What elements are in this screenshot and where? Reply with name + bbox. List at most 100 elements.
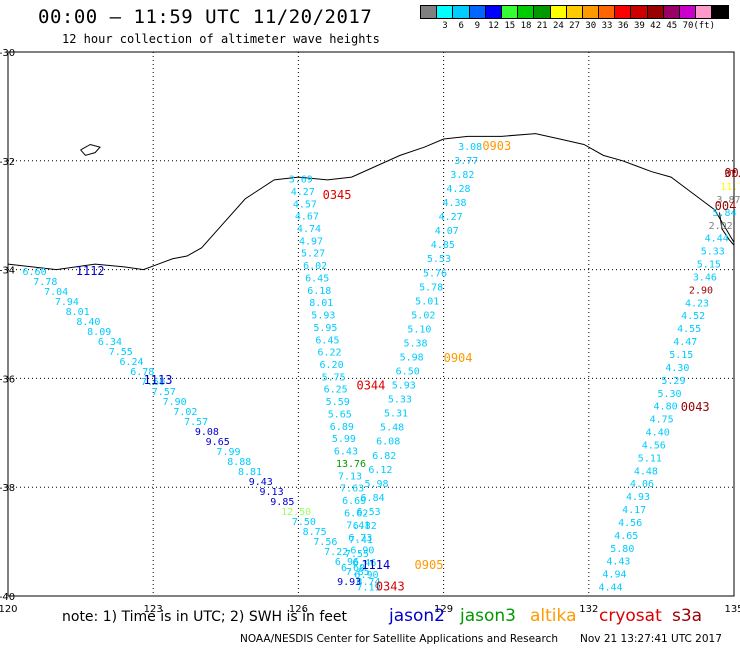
wave-height-point: 6.89 — [330, 422, 354, 433]
plot-frame — [7, 51, 735, 597]
wave-height-point: 6.45 — [305, 273, 329, 284]
wave-height-point: 6.18 — [307, 286, 331, 297]
wave-height-point: 3.46 — [693, 272, 717, 283]
wave-height-point: 6.96 — [335, 557, 359, 568]
wave-height-point: 7.78 — [33, 277, 57, 288]
wave-height-point: 4.44 — [705, 234, 729, 245]
wave-height-point: 5.93 — [392, 381, 416, 392]
scale-tick-label: 36 — [617, 21, 629, 31]
scale-tick-label: 9 — [474, 21, 481, 31]
wave-height-point: 4.52 — [681, 311, 705, 322]
wave-height-point: 5.31 — [384, 409, 408, 420]
wave-height-point: 9.08 — [195, 427, 219, 438]
wave-height-point: 11.78 — [720, 182, 740, 193]
pass-time-label: 0903 — [482, 139, 511, 153]
scale-tick-label: 45 — [666, 21, 678, 31]
wave-height-point: 6.73 — [348, 533, 372, 544]
legend-jason2: jason2 — [389, 606, 445, 626]
wave-height-point: 6.24 — [119, 357, 143, 368]
chart-subtitle: 12 hour collection of altimeter wave hei… — [62, 32, 380, 46]
wave-height-point: 5.84 — [713, 208, 737, 219]
wave-height-point: 4.17 — [622, 505, 646, 516]
footer-timestamp: Nov 21 13:27:41 UTC 2017 — [580, 633, 722, 645]
wave-height-point: 7.41 — [346, 521, 370, 532]
scale-tick-label: 24 — [552, 21, 564, 31]
wave-height-point: 4.30 — [665, 363, 689, 374]
color-scale: 3 6 9 12 15 18 21 24 27 30 33 36 39 42 45 70 (ft) — [420, 5, 729, 33]
wave-height-point: 5.48 — [380, 423, 404, 434]
wave-height-point: 8.01 — [66, 307, 90, 318]
wave-height-point: 6.78 — [130, 367, 154, 378]
wave-height-point: 4.85 — [431, 240, 455, 251]
wave-height-point: 4.94 — [602, 570, 626, 581]
wave-height-point: 3.08 — [458, 142, 482, 153]
wave-height-point: 7.22 — [324, 547, 348, 558]
color-scale-swatches — [420, 5, 729, 19]
wave-height-point: 6.60 — [341, 563, 365, 574]
pass-time-label: 0343 — [376, 580, 405, 594]
wave-height-point: 13.76 — [336, 459, 366, 470]
scale-tick-label: 21 — [536, 21, 548, 31]
wave-height-point: 8.74 — [356, 577, 380, 588]
wave-height-point: 7.57 — [152, 387, 176, 398]
pass-time-label: 0345 — [323, 188, 352, 202]
wave-height-point: 4.80 — [654, 402, 678, 413]
wave-height-point: 6.60 — [23, 267, 47, 278]
color-scale-ticks: 3 6 9 12 15 18 21 24 27 30 33 36 39 42 45 70 (ft) — [421, 21, 729, 33]
pass-time-label: 1112 — [76, 264, 105, 278]
wave-height-point: 7.50 — [292, 517, 316, 528]
wave-height-point: 9.65 — [206, 437, 230, 448]
wave-height-point: 7.55 — [345, 549, 369, 560]
wave-height-point: 5.29 — [661, 376, 685, 387]
scale-tick-label: 30 — [585, 21, 597, 31]
wave-height-point: 4.56 — [618, 518, 642, 529]
wave-height-point: 7.94 — [55, 297, 79, 308]
coastline — [7, 133, 735, 271]
wave-height-point: 6.02 — [303, 261, 327, 272]
wave-height-point: 6.82 — [372, 451, 396, 462]
wave-height-point: 37.70 — [724, 169, 740, 180]
wave-height-point: 6.43 — [334, 447, 358, 458]
wave-height-point: 5.65 — [328, 409, 352, 420]
x-tick-label: 132 — [579, 604, 598, 615]
legend-altika: altika — [530, 606, 577, 626]
wave-height-point: 6.12 — [368, 465, 392, 476]
y-tick-label: -36 — [0, 374, 15, 385]
wave-height-point: 3.77 — [454, 156, 478, 167]
wave-height-point: 7.90 — [163, 397, 187, 408]
pass-time-label: 0904 — [444, 351, 473, 365]
wave-height-point: 7.41 — [349, 535, 373, 546]
wave-height-point: 9.43 — [249, 477, 273, 488]
wave-height-point: 7.99 — [216, 447, 240, 458]
wave-height-point: 6.45 — [315, 335, 339, 346]
pass-time-label: 004 — [715, 199, 737, 213]
wave-height-point: 9.85 — [270, 497, 294, 508]
wave-height-point: 8.40 — [76, 317, 100, 328]
wave-height-point: 5.10 — [407, 324, 431, 335]
scale-tick-label: 3 — [442, 21, 448, 31]
wave-height-point: 5.27 — [301, 249, 325, 260]
wave-height-point: 4.28 — [446, 184, 470, 195]
wave-height-point: 7.60 — [141, 377, 165, 388]
wave-height-point: 7.19 — [356, 583, 380, 594]
x-tick-label: 126 — [289, 604, 308, 615]
wave-height-point: 6.69 — [342, 496, 366, 507]
wave-height-point: 4.74 — [297, 224, 321, 235]
wave-height-point: 9.13 — [260, 487, 284, 498]
wave-height-point: 8.01 — [309, 298, 333, 309]
wave-height-point: 5.15 — [697, 260, 721, 271]
wave-height-point: 4.43 — [606, 557, 630, 568]
wave-height-point: 6.22 — [317, 348, 341, 359]
wave-height-point: 6.50 — [396, 367, 420, 378]
y-tick-label: -38 — [0, 483, 15, 494]
legend-jason3: jason3 — [460, 606, 516, 626]
wave-height-point: 5.33 — [388, 395, 412, 406]
wave-height-point: 7.63 — [340, 484, 364, 495]
wave-height-point: 3.82 — [450, 170, 474, 181]
chart-title: 00:00 – 11:59 UTC 11/20/2017 — [38, 6, 373, 28]
y-tick-label: -40 — [0, 592, 15, 603]
wave-height-point: 6.90 — [354, 570, 378, 581]
wave-height-point: 6.25 — [324, 385, 348, 396]
wave-height-point: 4.56 — [642, 440, 666, 451]
